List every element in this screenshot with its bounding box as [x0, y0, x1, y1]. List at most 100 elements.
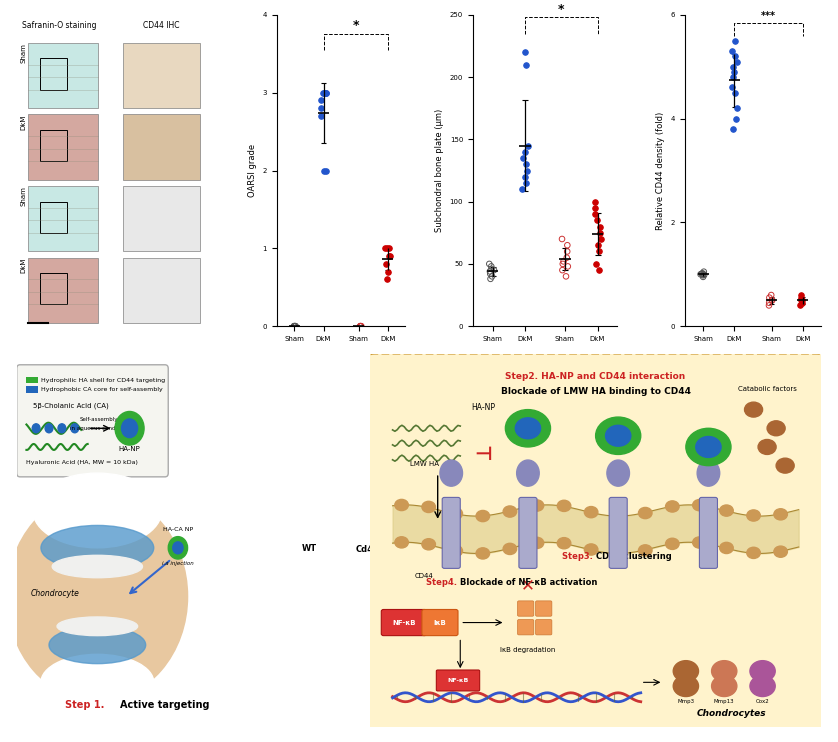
Text: Mmp13: Mmp13 — [714, 699, 735, 704]
FancyBboxPatch shape — [28, 43, 97, 108]
Text: NF-κB: NF-κB — [392, 620, 416, 626]
Point — [695, 268, 708, 280]
Circle shape — [395, 536, 408, 548]
Text: Hydrophobic CA core for self-assembly: Hydrophobic CA core for self-assembly — [41, 387, 163, 392]
Point — [288, 321, 302, 332]
Circle shape — [515, 418, 541, 439]
Point — [379, 243, 392, 255]
Circle shape — [744, 402, 763, 417]
Text: Chondrocytes: Chondrocytes — [696, 709, 766, 718]
Text: Cd44-/-: Cd44-/- — [356, 544, 391, 553]
Circle shape — [476, 548, 489, 559]
Circle shape — [773, 509, 788, 520]
Point — [590, 214, 603, 226]
Text: Blockade of LMW HA binding to CD44: Blockade of LMW HA binding to CD44 — [500, 387, 691, 396]
Point — [484, 260, 498, 272]
Circle shape — [173, 542, 183, 554]
Point — [380, 243, 394, 255]
Point — [727, 61, 740, 73]
Point — [556, 233, 569, 245]
Text: ***: *** — [761, 11, 776, 21]
Point — [794, 292, 808, 303]
Point — [730, 102, 743, 114]
Text: Self-assembly: Self-assembly — [80, 417, 118, 421]
Text: Cox2: Cox2 — [756, 699, 769, 704]
Circle shape — [612, 510, 625, 522]
Point — [561, 239, 574, 251]
Text: Hyaluronic Acid (HA, MW = 10 kDa): Hyaluronic Acid (HA, MW = 10 kDa) — [27, 460, 138, 464]
Point — [559, 270, 572, 282]
Point — [561, 246, 574, 257]
Circle shape — [693, 499, 706, 510]
Text: HA-NP: HA-NP — [119, 446, 141, 452]
Point — [697, 269, 711, 280]
Point — [354, 321, 368, 332]
Point — [379, 258, 392, 270]
Point — [382, 243, 396, 255]
Circle shape — [45, 424, 53, 433]
Point — [796, 295, 810, 306]
Point — [318, 87, 332, 99]
Circle shape — [476, 510, 489, 522]
Text: Step3.: Step3. — [561, 552, 596, 561]
Point — [318, 165, 331, 177]
FancyBboxPatch shape — [122, 43, 199, 108]
Point — [354, 321, 367, 332]
Text: CD44 clustering: CD44 clustering — [596, 552, 671, 561]
Ellipse shape — [607, 460, 629, 486]
Point — [288, 321, 302, 332]
Text: DkM: DkM — [21, 257, 27, 273]
FancyBboxPatch shape — [122, 257, 199, 323]
Text: *: * — [558, 3, 565, 16]
Y-axis label: OARSI grade: OARSI grade — [248, 144, 257, 197]
Point — [485, 270, 499, 282]
Point — [556, 264, 569, 276]
Point — [588, 202, 602, 214]
Point — [287, 321, 301, 332]
Text: Hydrophilic HA shell for CD44 targeting: Hydrophilic HA shell for CD44 targeting — [41, 378, 165, 383]
Circle shape — [584, 507, 597, 518]
Text: WT: WT — [711, 544, 727, 553]
Circle shape — [503, 506, 517, 517]
Y-axis label: Subchondral bone plate (μm): Subchondral bone plate (μm) — [435, 109, 444, 232]
FancyBboxPatch shape — [381, 609, 427, 636]
Text: LMW HA: LMW HA — [410, 461, 438, 467]
FancyBboxPatch shape — [519, 497, 537, 568]
Text: HA-NP: HA-NP — [471, 403, 494, 412]
Point — [694, 269, 707, 280]
Circle shape — [750, 660, 775, 682]
FancyBboxPatch shape — [535, 601, 552, 616]
Circle shape — [7, 492, 188, 701]
Circle shape — [612, 548, 625, 559]
Point — [316, 87, 329, 99]
Point — [763, 297, 776, 309]
Point — [518, 146, 531, 158]
Circle shape — [639, 545, 652, 556]
Circle shape — [773, 546, 788, 557]
Point — [593, 220, 607, 232]
Circle shape — [557, 500, 571, 511]
Point — [794, 300, 807, 312]
Circle shape — [673, 660, 699, 682]
Text: Mmp3: Mmp3 — [677, 699, 695, 704]
Text: WT: WT — [302, 544, 317, 553]
Text: IκB: IκB — [433, 620, 447, 626]
Point — [287, 321, 301, 332]
FancyBboxPatch shape — [700, 497, 717, 568]
Text: Step4.: Step4. — [427, 578, 460, 587]
Point — [354, 321, 367, 332]
Point — [381, 266, 395, 278]
Text: WT: WT — [501, 544, 516, 553]
Point — [726, 82, 739, 93]
Ellipse shape — [57, 617, 137, 636]
Text: Cd44-/-: Cd44-/- — [564, 544, 598, 553]
Point — [319, 165, 333, 177]
Ellipse shape — [41, 654, 153, 710]
Point — [592, 264, 606, 276]
Point — [696, 269, 710, 281]
Circle shape — [720, 542, 733, 554]
Text: CD44: CD44 — [415, 573, 433, 579]
Point — [383, 250, 396, 262]
Point — [592, 246, 606, 257]
Text: Cd44-/-: Cd44-/- — [770, 544, 804, 553]
